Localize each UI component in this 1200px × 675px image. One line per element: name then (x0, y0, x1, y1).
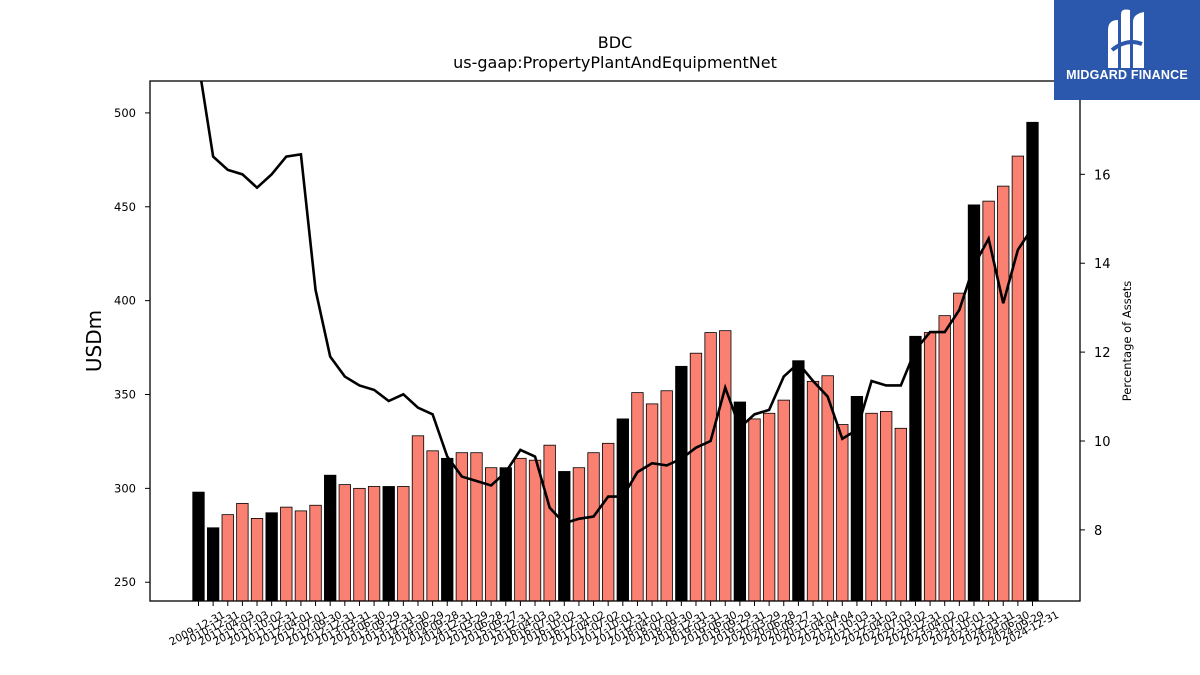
bar (192, 491, 205, 602)
y2-tick-label: 8 (1094, 524, 1102, 539)
y-tick-label: 400 (114, 294, 136, 308)
bar (309, 504, 322, 602)
bar (953, 292, 966, 602)
bar (280, 506, 293, 602)
bar (353, 487, 366, 602)
midgard-m-logo-icon (1108, 9, 1144, 68)
bar (675, 365, 688, 602)
bar (923, 332, 937, 602)
y-tick-label: 300 (114, 481, 136, 495)
chart-subtitle: us-gaap:PropertyPlantAndEquipmentNet (453, 53, 777, 72)
bar (602, 442, 615, 602)
bar (484, 467, 498, 602)
bar (470, 452, 483, 602)
axes-group: 2503003504004505008101214162009-12-31201… (114, 80, 1111, 648)
bar (1026, 121, 1039, 602)
bar (631, 392, 644, 602)
bar (733, 401, 747, 602)
bar (616, 418, 629, 602)
y-axis-label: USDm (82, 310, 106, 372)
y-tick-label: 250 (114, 575, 136, 589)
bar (719, 330, 732, 602)
bars-group (192, 121, 1039, 602)
bar (397, 486, 410, 602)
bar (704, 332, 717, 602)
bar (806, 380, 820, 602)
line-group (199, 81, 1034, 525)
y2-axis-label: Percentage of Assets (1120, 281, 1134, 402)
bar (382, 486, 395, 602)
y2-tick-label: 10 (1094, 435, 1111, 450)
bar (894, 427, 907, 602)
bar (748, 418, 761, 602)
bar (558, 471, 571, 602)
bar (587, 452, 600, 602)
bar (880, 410, 893, 602)
bar (865, 412, 878, 602)
bar (367, 486, 381, 602)
bar (265, 512, 278, 602)
bar (528, 459, 542, 602)
y2-tick-label: 16 (1094, 168, 1111, 183)
bar (1011, 155, 1025, 602)
bar (206, 527, 220, 602)
bar (543, 444, 556, 602)
bar (909, 335, 922, 602)
bar (645, 403, 659, 602)
midgard-finance-logo: MIDGARD FINANCE (1054, 0, 1200, 100)
logo-brand-text: MIDGARD FINANCE (1066, 68, 1188, 82)
bar (426, 450, 439, 602)
bar (250, 518, 264, 602)
bar (338, 484, 351, 602)
y2-tick-label: 14 (1094, 257, 1111, 272)
bar (792, 360, 805, 602)
bar (572, 467, 586, 602)
y2-tick-label: 12 (1094, 346, 1111, 361)
bar (689, 352, 703, 602)
chart-title: BDC (598, 33, 632, 52)
bar (221, 514, 234, 602)
bar (294, 510, 308, 602)
bar (411, 435, 425, 602)
bar (236, 502, 249, 602)
bar (499, 467, 512, 602)
bar (997, 185, 1010, 602)
y-tick-label: 450 (114, 200, 136, 214)
bar (762, 412, 776, 602)
bar (441, 457, 454, 602)
series-line (199, 81, 1034, 525)
y-tick-label: 350 (114, 388, 136, 402)
bar (836, 424, 849, 602)
bar (514, 457, 527, 602)
bar (660, 390, 673, 602)
bar (324, 474, 337, 602)
plot-frame (149, 80, 1081, 602)
y-tick-label: 500 (114, 106, 136, 120)
bar (938, 315, 951, 602)
bar (777, 399, 790, 602)
